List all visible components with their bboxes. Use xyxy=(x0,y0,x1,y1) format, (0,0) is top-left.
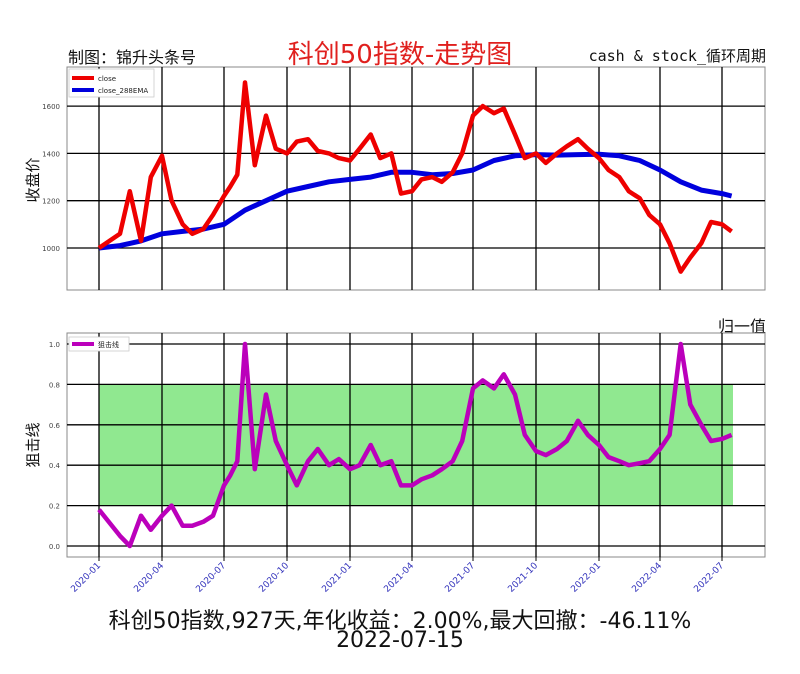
ema-line xyxy=(98,151,733,251)
price-panel: 1600 1400 1200 1000 close close_288EMA 收盘价 xyxy=(24,66,766,291)
close-line xyxy=(97,80,733,274)
price-y-label: 收盘价 xyxy=(24,157,42,202)
svg-text:1.0: 1.0 xyxy=(49,341,60,349)
legend-sniper-label: 狙击线 xyxy=(98,340,119,349)
svg-text:2020-10: 2020-10 xyxy=(257,561,291,595)
svg-text:1600: 1600 xyxy=(42,103,60,111)
svg-text:0.2: 0.2 xyxy=(49,503,60,511)
summary-stats: 科创50指数,927天,年化收益：2.00%,最大回撤：-46.11% xyxy=(108,609,692,634)
svg-text:2022-04: 2022-04 xyxy=(630,561,664,595)
x-axis-ticks: 2020-01 2020-04 2020-07 2020-10 2021-01 2021-… xyxy=(69,557,726,595)
brand-label: cash & stock_循环周期 xyxy=(588,47,766,65)
svg-text:2021-01: 2021-01 xyxy=(320,561,354,595)
svg-text:0.8: 0.8 xyxy=(49,381,60,389)
sniper-line xyxy=(97,341,733,549)
svg-text:0.6: 0.6 xyxy=(49,422,61,430)
chart-credit: 制图：锦升头条号 xyxy=(68,48,197,67)
svg-text:2021-07: 2021-07 xyxy=(443,561,477,595)
price-legend: close close_288EMA xyxy=(68,68,155,98)
svg-text:2021-04: 2021-04 xyxy=(382,561,416,595)
sniper-y-ticks: 1.0 0.8 0.6 0.4 0.2 0.0 xyxy=(49,341,61,551)
svg-text:1400: 1400 xyxy=(42,150,60,158)
target-band xyxy=(99,384,733,506)
price-y-ticks: 1600 1400 1200 1000 xyxy=(42,103,60,253)
svg-text:2020-07: 2020-07 xyxy=(194,561,228,595)
svg-text:2022-07: 2022-07 xyxy=(692,561,726,595)
normalized-panel-title: 归一值 xyxy=(717,317,766,336)
svg-text:0.0: 0.0 xyxy=(49,543,60,551)
sniper-legend: 狙击线 xyxy=(68,336,130,352)
svg-text:2022-01: 2022-01 xyxy=(569,561,603,595)
sniper-grid xyxy=(67,333,765,557)
price-grid xyxy=(67,67,765,290)
summary-date: 2022-07-15 xyxy=(336,628,464,653)
chart-title: 科创50指数-走势图 xyxy=(287,40,513,70)
sniper-y-label: 狙击线 xyxy=(24,422,42,467)
svg-text:1200: 1200 xyxy=(42,198,60,206)
svg-text:2021-10: 2021-10 xyxy=(506,561,540,595)
sniper-panel: 1.0 0.8 0.6 0.4 0.2 0.0 狙击线 狙击线 xyxy=(24,332,766,558)
svg-text:0.4: 0.4 xyxy=(49,462,61,470)
svg-text:1000: 1000 xyxy=(42,245,60,253)
svg-text:2020-04: 2020-04 xyxy=(132,561,166,595)
legend-close-label: close xyxy=(98,75,116,83)
legend-ema-label: close_288EMA xyxy=(98,87,148,95)
svg-text:2020-01: 2020-01 xyxy=(69,561,103,595)
